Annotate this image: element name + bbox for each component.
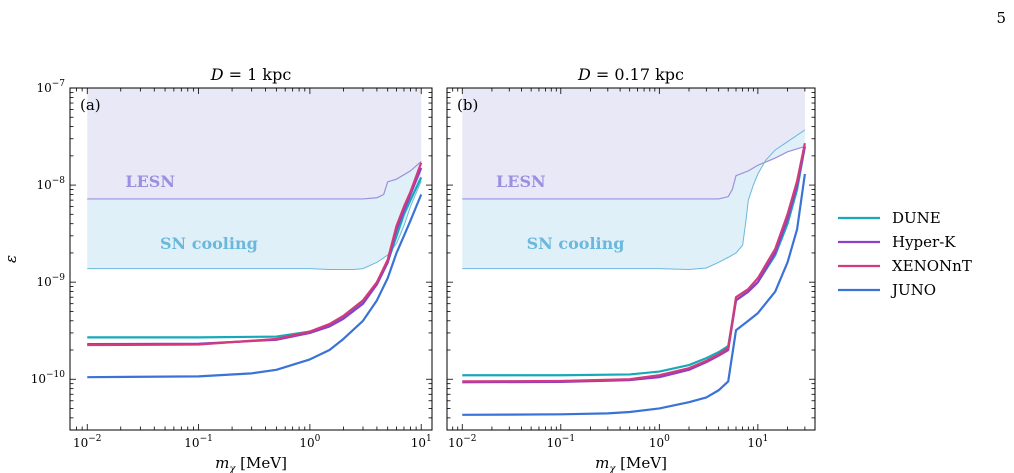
x-tick-label: 101 [411,434,432,450]
lesn-boundary-line [87,161,422,200]
series-hyper-k-line [462,146,806,384]
legend-label-juno: JUNO [890,281,936,299]
sn-cooling-boundary-line [462,129,806,271]
x-tick-label: 10−2 [448,434,477,450]
panel-label: (a) [80,96,101,114]
x-tick-label: 100 [299,434,320,450]
panel-a: LESN SN cooling 10−2 10−1 100 101 10−10 10−9 10−… [2,65,433,473]
series-xenonnt-line [462,142,806,383]
y-axis-label: ε [2,255,20,263]
sn-cooling-region [87,88,422,270]
y-tick-label: 10−10 [31,370,66,386]
x-tick-label: 10−1 [184,434,213,450]
legend-label-xenonnt: XENONnT [892,257,972,275]
x-axis-label: mχ [MeV] [595,454,667,473]
series-juno-line [87,194,423,379]
x-tick-label: 10−1 [547,434,576,450]
page-number: 5 [996,9,1006,27]
lesn-label: LESN [125,172,175,191]
sn-cooling-label: SN cooling [527,234,625,253]
sn-cooling-boundary-line [87,180,422,271]
y-tick-label: 10−8 [36,176,65,192]
series-juno-line [462,173,806,416]
x-tick-label: 100 [649,434,670,450]
legend-label-dune: DUNE [892,209,941,227]
series-xenonnt-line [87,162,423,347]
axes-frame [446,87,816,431]
legend-label-hyper-k: Hyper-K [892,233,956,251]
x-tick-label: 101 [747,434,768,450]
panel-title: D = 1 kpc [210,65,292,84]
legend: DUNE Hyper-K XENONnT JUNO [838,209,972,299]
sn-cooling-region [462,88,805,270]
ticks [446,87,815,431]
panel-b: LESN SN cooling 10−2 10−1 100 101 (b) D = 0.17 … [446,65,816,473]
lesn-region [87,88,422,199]
lesn-boundary-line [462,145,806,200]
panel-label: (b) [457,96,478,114]
sn-cooling-label: SN cooling [160,234,258,253]
plot-area [462,88,806,416]
y-tick-label: 10−9 [36,273,65,289]
x-axis-label: mχ [MeV] [215,454,287,473]
plot-area [87,88,423,379]
panel-title: D = 0.17 kpc [577,65,684,84]
axes-frame [69,87,433,431]
ticks [69,87,432,431]
x-tick-label: 10−2 [73,434,102,450]
lesn-region [462,88,805,199]
y-tick-label: 10−7 [36,79,65,95]
lesn-label: LESN [496,172,546,191]
